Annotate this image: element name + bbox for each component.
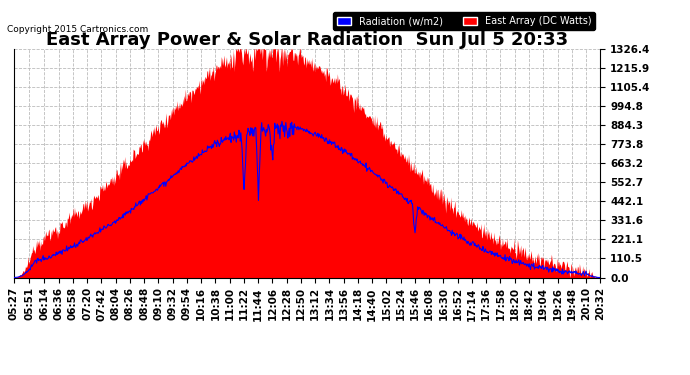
Title: East Array Power & Solar Radiation  Sun Jul 5 20:33: East Array Power & Solar Radiation Sun J… [46,31,568,49]
Legend: Radiation (w/m2), East Array (DC Watts): Radiation (w/m2), East Array (DC Watts) [333,12,595,30]
Text: Copyright 2015 Cartronics.com: Copyright 2015 Cartronics.com [7,25,148,34]
